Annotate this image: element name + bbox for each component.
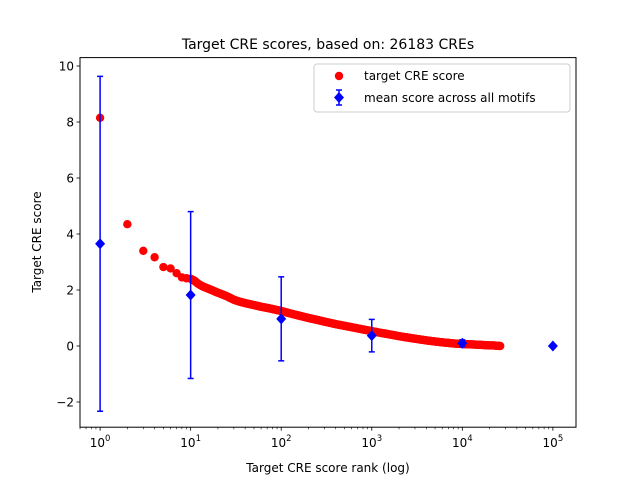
legend-label-mean-score: mean score across all motifs [364, 91, 536, 105]
y-tick-label: 4 [66, 228, 74, 242]
target-score-point [495, 341, 504, 351]
chart-title: Target CRE scores, based on: 26183 CREs [181, 37, 474, 53]
mean-score-point [547, 340, 558, 352]
mean-score-point [276, 313, 287, 325]
x-axis-label: Target CRE score rank (log) [245, 461, 409, 475]
mean-score-point [95, 238, 106, 250]
y-tick-label: 8 [66, 116, 74, 130]
legend-frame [313, 63, 571, 113]
x-tick-label: 105 [543, 434, 564, 450]
y-axis: −2 0 2 4 6 8 10 [56, 60, 80, 410]
y-tick-label: 10 [59, 60, 74, 74]
x-tick-label: 100 [90, 434, 111, 450]
y-axis-label: Target CRE score [30, 191, 44, 293]
y-tick-label: −2 [56, 396, 74, 410]
legend-marker-mean-score [334, 92, 344, 103]
x-axis: 100 101 102 103 104 105 [79, 427, 564, 450]
legend-label-target-score: target CRE score [364, 69, 465, 83]
target-score-point [150, 253, 159, 262]
x-tick-label: 102 [271, 434, 292, 450]
target-score-point [123, 220, 132, 229]
target-score-point [159, 262, 168, 272]
legend: target CRE score mean score across all m… [313, 63, 571, 113]
mean-score-point [457, 337, 468, 349]
x-tick-label: 103 [361, 434, 382, 450]
plot-area [95, 75, 558, 412]
x-tick-label: 101 [180, 434, 201, 450]
x-tick-label: 104 [452, 434, 473, 450]
mean-score-point [185, 289, 196, 301]
y-tick-label: 6 [66, 172, 74, 186]
mean-score-point [366, 330, 377, 342]
target-score-point [166, 264, 175, 273]
y-tick-label: 0 [66, 340, 74, 354]
y-tick-label: 2 [66, 284, 74, 298]
target-score-point [139, 246, 148, 255]
legend-marker-target-score [334, 71, 344, 81]
plot-frame [79, 57, 577, 428]
